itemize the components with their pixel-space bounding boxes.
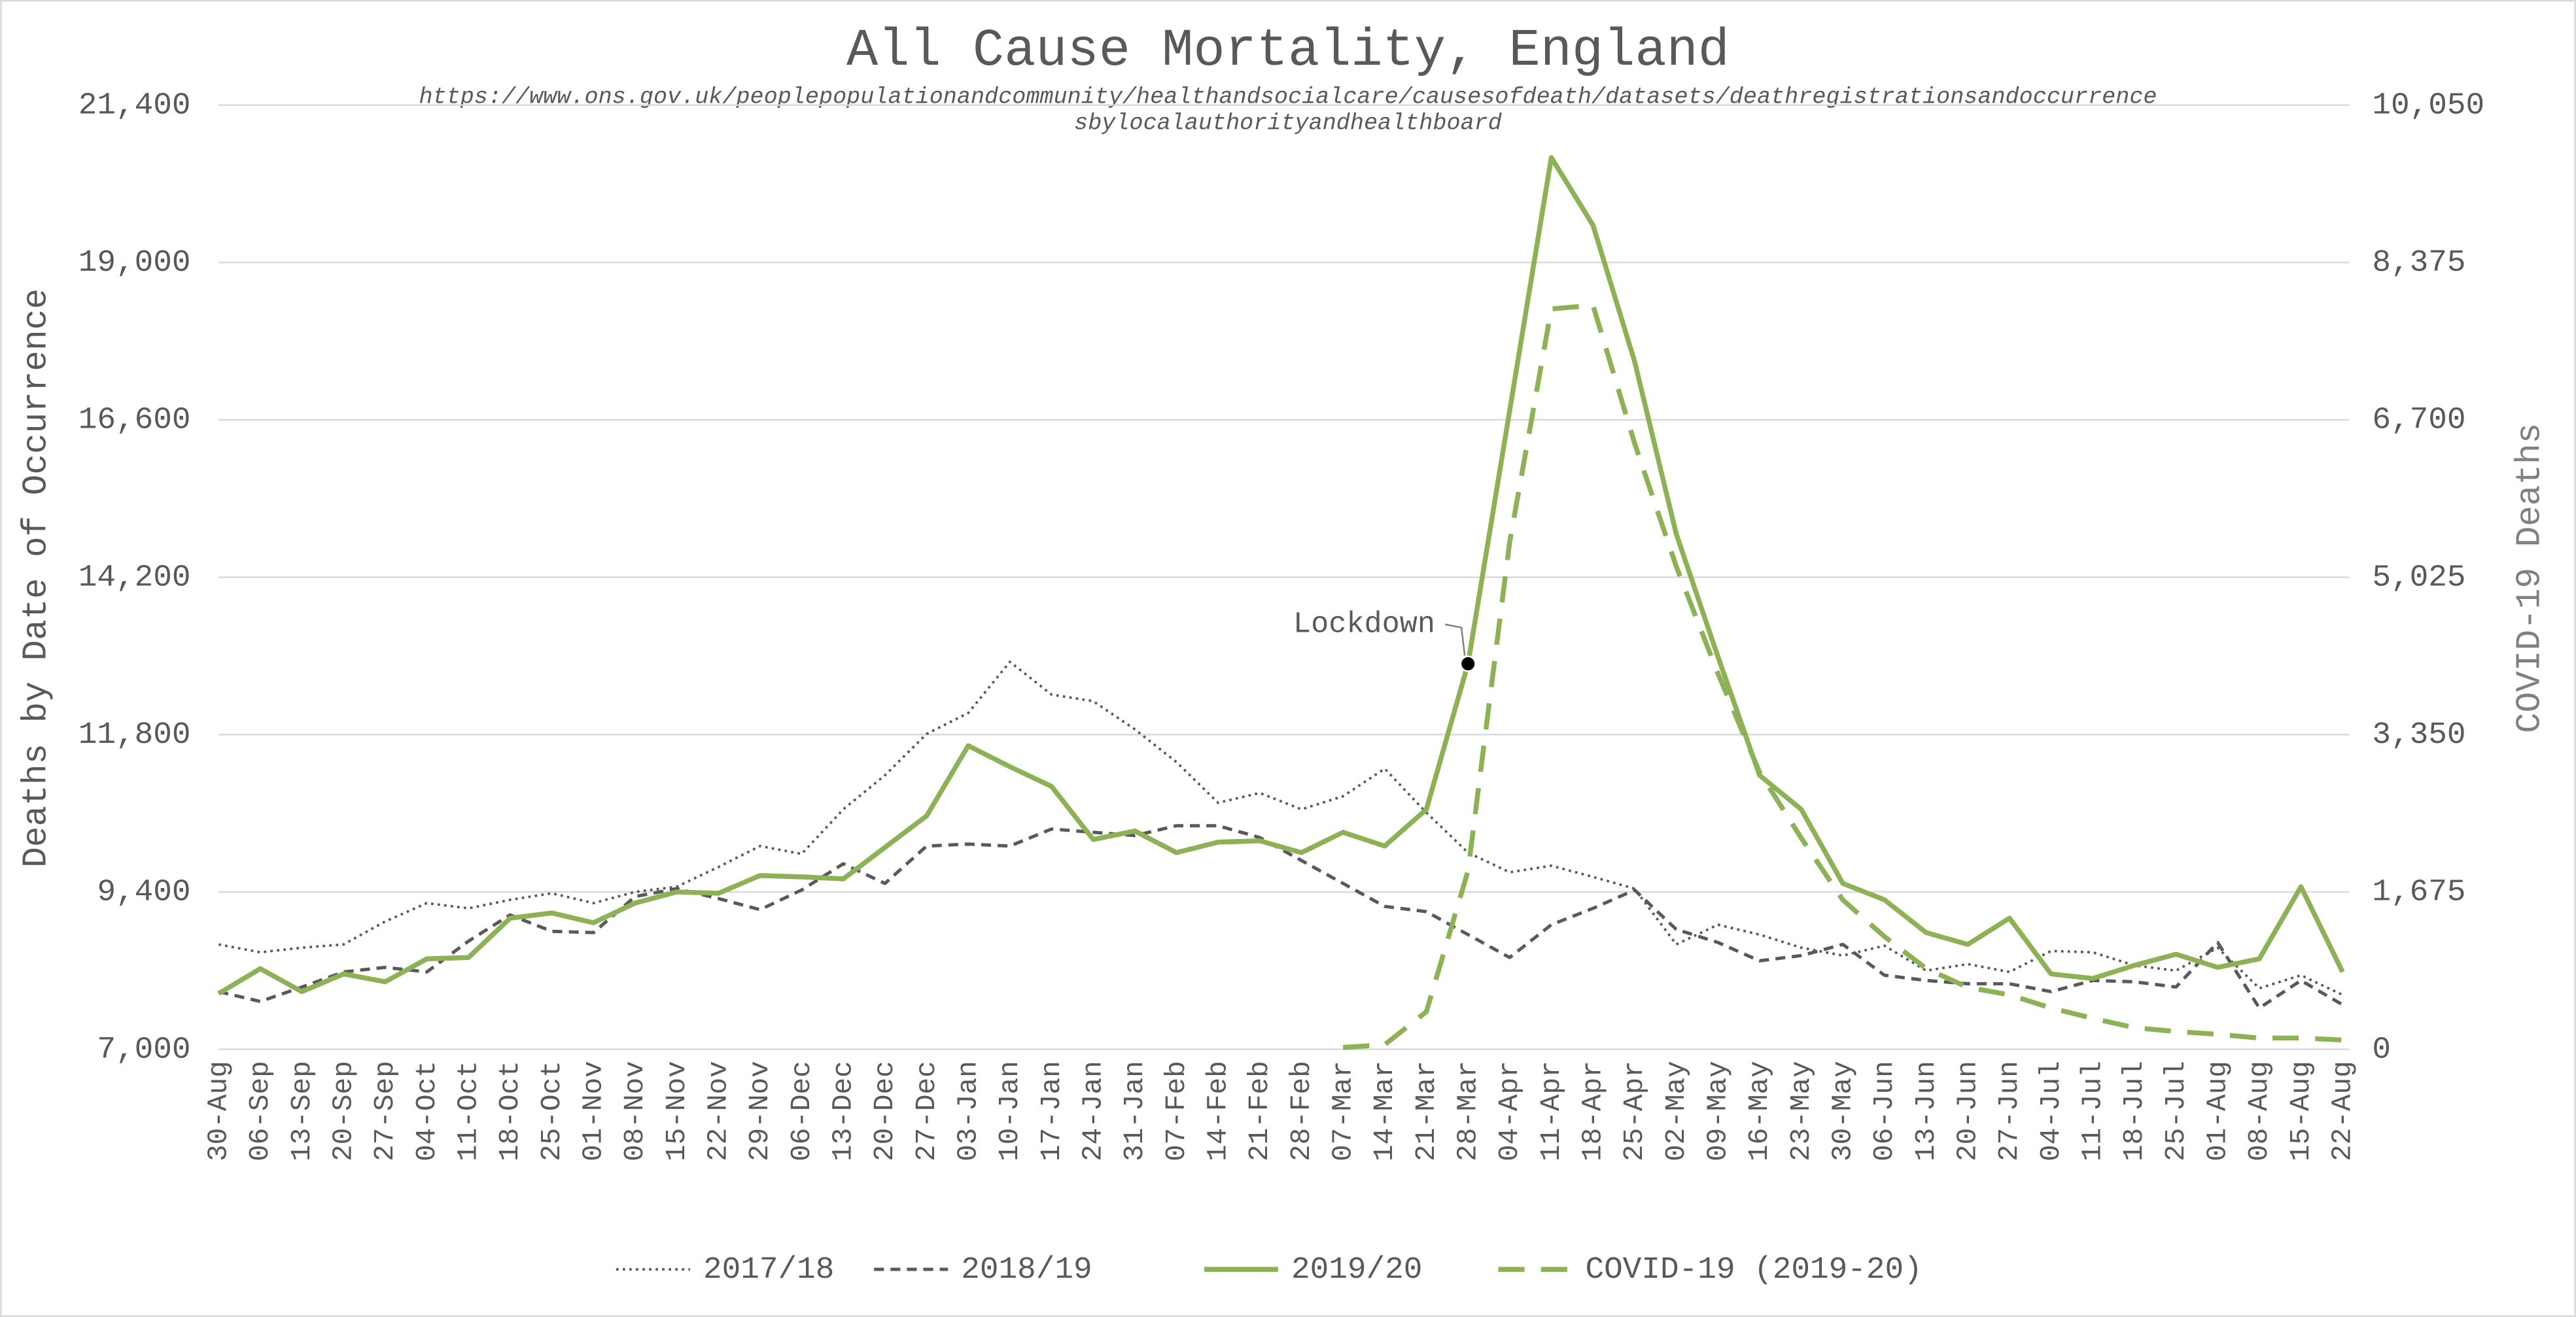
y2-tick-label: 8,375 bbox=[2372, 245, 2465, 281]
y-axis-title: Deaths by Date of Occurrence bbox=[16, 288, 56, 868]
y-tick-label: 21,400 bbox=[78, 88, 191, 123]
chart-subtitle: https://www.ons.gov.uk/peoplepopulationa… bbox=[419, 84, 2157, 110]
x-tick-label: 14-Mar bbox=[1368, 1061, 1401, 1161]
y2-tick-label: 1,675 bbox=[2372, 875, 2465, 910]
x-tick-label: 07-Feb bbox=[1160, 1061, 1192, 1161]
x-tick-label: 16-May bbox=[1743, 1061, 1775, 1161]
y2-axis-title: COVID-19 Deaths bbox=[2510, 423, 2549, 734]
x-tick-label: 11-Apr bbox=[1535, 1061, 1567, 1161]
y-tick-label: 7,000 bbox=[97, 1032, 190, 1067]
x-tick-label: 06-Dec bbox=[786, 1061, 818, 1161]
annotation-point bbox=[1459, 655, 1476, 672]
chart-subtitle: sbylocalauthorityandhealthboard bbox=[1074, 111, 1503, 137]
x-tick-label: 25-Jul bbox=[2160, 1061, 2192, 1161]
line-series bbox=[218, 824, 2344, 1010]
x-tick-label: 04-Apr bbox=[1493, 1061, 1525, 1161]
y2-tick-label: 10,050 bbox=[2372, 88, 2484, 123]
x-tick-label: 23-May bbox=[1785, 1061, 1817, 1161]
x-tick-label: 04-Oct bbox=[411, 1061, 443, 1161]
line-series bbox=[1342, 302, 2343, 1050]
x-tick-label: 13-Jun bbox=[1910, 1061, 1942, 1161]
x-tick-label: 09-May bbox=[1701, 1061, 1733, 1161]
y-tick-label: 16,600 bbox=[78, 403, 191, 438]
line-series bbox=[217, 155, 2345, 996]
x-tick-label: 18-Apr bbox=[1576, 1061, 1609, 1161]
x-tick-label: 13-Dec bbox=[827, 1061, 859, 1161]
x-tick-label: 30-May bbox=[1826, 1061, 1858, 1161]
legend-label: 2018/19 bbox=[961, 1252, 1092, 1288]
y-tick-label: 9,400 bbox=[97, 875, 190, 910]
y2-tick-label: 6,700 bbox=[2372, 403, 2465, 438]
y2-tick-label: 0 bbox=[2372, 1032, 2391, 1067]
x-tick-label: 14-Feb bbox=[1202, 1061, 1234, 1161]
x-tick-label: 20-Dec bbox=[869, 1061, 901, 1161]
y2-tick-label: 3,350 bbox=[2372, 717, 2465, 753]
x-tick-label: 06-Jun bbox=[1868, 1061, 1900, 1161]
x-tick-label: 21-Mar bbox=[1410, 1061, 1442, 1161]
line-series bbox=[218, 660, 2344, 997]
annotation-label: Lockdown bbox=[1293, 607, 1435, 641]
x-tick-label: 28-Mar bbox=[1452, 1061, 1484, 1161]
x-tick-label: 18-Oct bbox=[494, 1061, 526, 1161]
x-tick-label: 27-Dec bbox=[911, 1061, 943, 1161]
x-tick-label: 30-Aug bbox=[202, 1061, 234, 1161]
y-tick-label: 19,000 bbox=[78, 245, 191, 281]
x-tick-label: 04-Jul bbox=[2035, 1061, 2067, 1161]
x-tick-label: 29-Nov bbox=[744, 1061, 776, 1161]
legend-label: COVID-19 (2019-20) bbox=[1586, 1252, 1923, 1288]
x-tick-label: 15-Aug bbox=[2285, 1061, 2317, 1161]
legend-label: 2017/18 bbox=[703, 1252, 834, 1288]
legend-label: 2019/20 bbox=[1291, 1252, 1422, 1288]
y2-tick-label: 5,025 bbox=[2372, 560, 2465, 595]
y-tick-label: 14,200 bbox=[78, 560, 191, 595]
x-tick-label: 24-Jan bbox=[1077, 1061, 1109, 1161]
x-tick-label: 22-Aug bbox=[2326, 1061, 2358, 1161]
annotation-leader bbox=[1444, 623, 1466, 656]
x-tick-label: 03-Jan bbox=[952, 1061, 984, 1161]
x-tick-label: 08-Aug bbox=[2243, 1061, 2275, 1161]
x-tick-label: 31-Jan bbox=[1119, 1061, 1151, 1161]
chart-title: All Cause Mortality, England bbox=[846, 22, 1730, 81]
x-tick-label: 01-Nov bbox=[577, 1061, 609, 1161]
x-tick-label: 20-Jun bbox=[1951, 1061, 1983, 1161]
x-tick-label: 27-Jun bbox=[1993, 1061, 2025, 1161]
x-tick-label: 18-Jul bbox=[2118, 1061, 2150, 1161]
y-tick-label: 11,800 bbox=[78, 717, 191, 753]
x-tick-label: 01-Aug bbox=[2201, 1061, 2233, 1161]
x-tick-label: 08-Nov bbox=[619, 1061, 651, 1161]
x-tick-label: 11-Jul bbox=[2076, 1061, 2108, 1161]
x-tick-label: 25-Apr bbox=[1618, 1061, 1650, 1161]
x-tick-label: 13-Sep bbox=[286, 1061, 318, 1161]
x-tick-label: 02-May bbox=[1660, 1061, 1692, 1161]
x-tick-label: 06-Sep bbox=[244, 1061, 276, 1161]
x-tick-label: 28-Feb bbox=[1285, 1061, 1317, 1161]
x-tick-label: 20-Sep bbox=[327, 1061, 359, 1161]
x-tick-label: 22-Nov bbox=[702, 1061, 734, 1161]
x-tick-label: 25-Oct bbox=[536, 1061, 568, 1161]
x-tick-label: 15-Nov bbox=[661, 1061, 693, 1161]
x-tick-label: 07-Mar bbox=[1327, 1061, 1359, 1161]
x-tick-label: 21-Feb bbox=[1244, 1061, 1276, 1161]
x-tick-label: 27-Sep bbox=[369, 1061, 401, 1161]
x-tick-label: 11-Oct bbox=[452, 1061, 484, 1161]
x-tick-label: 17-Jan bbox=[1036, 1061, 1068, 1161]
x-tick-label: 10-Jan bbox=[994, 1061, 1026, 1161]
